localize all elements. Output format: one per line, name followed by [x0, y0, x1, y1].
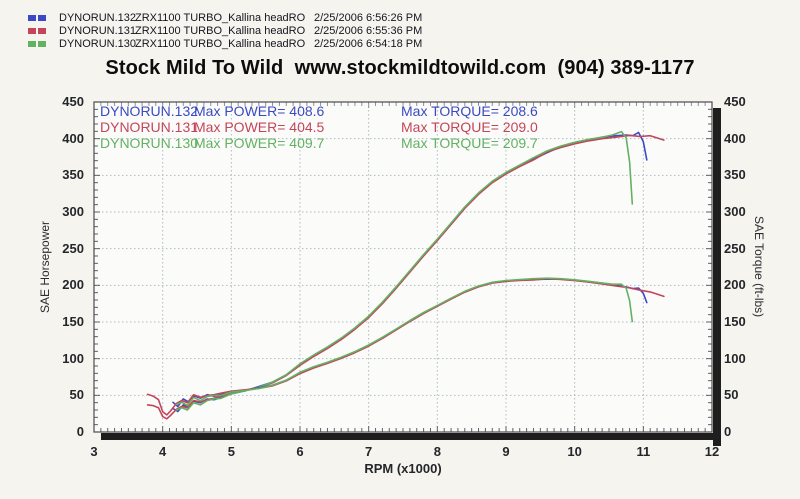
run-color-swatch-icon [28, 40, 48, 47]
x-tick-label: 9 [502, 444, 510, 459]
y-left-tick-label: 400 [62, 130, 84, 146]
chart-legend-row: DYNORUN.130 Max POWER= 409.7 Max TORQUE= 2… [100, 135, 580, 151]
y-left-tick-label: 150 [62, 314, 84, 329]
legend-max-power: Max POWER= 404.5 [194, 119, 325, 135]
run-model: ZRX1100 TURBO_Kallina headRO [135, 11, 306, 24]
run-model: ZRX1100 TURBO_Kallina headRO [135, 24, 306, 37]
run-name: DYNORUN.131 [59, 24, 137, 37]
run-model: ZRX1100 TURBO_Kallina headRO [135, 37, 306, 50]
x-tick-label: 3 [90, 444, 98, 459]
y-left-tick-label: 50 [69, 387, 84, 403]
legend-max-torque: Max TORQUE= 208.6 [401, 103, 538, 119]
legend-max-power: Max POWER= 408.6 [194, 103, 325, 119]
dyno-run-row: DYNORUN.131 ZRX1100 TURBO_Kallina headRO 2… [28, 24, 422, 37]
y-right-tick-label: 250 [724, 240, 746, 256]
y-right-tick-label: 350 [724, 167, 746, 183]
series-dynorun-130-horsepower [175, 130, 634, 411]
page-title: Stock Mild To Wild www.stockmildtowild.c… [105, 57, 695, 79]
y-right-tick-label: 100 [724, 350, 746, 366]
x-tick-label: 4 [159, 444, 167, 459]
chart-legend-row: DYNORUN.132 Max POWER= 408.6 Max TORQUE= 2… [100, 103, 580, 119]
x-tick-label: 11 [636, 444, 651, 459]
legend-max-torque: Max TORQUE= 209.7 [401, 135, 538, 151]
x-tick-label: 7 [365, 444, 373, 459]
y-left-tick-label: 250 [62, 240, 84, 256]
chart-legend-row: DYNORUN.131 Max POWER= 404.5 Max TORQUE= 2… [100, 119, 580, 135]
y-right-tick-label: 0 [724, 424, 732, 439]
legend-run-name: DYNORUN.131 [100, 119, 199, 135]
series-dynorun-130-torque [175, 277, 634, 407]
dyno-run-row: DYNORUN.132 ZRX1100 TURBO_Kallina headRO 2… [28, 11, 422, 24]
plot-area [94, 102, 712, 432]
plot-shadow-right [713, 108, 721, 446]
x-tick-label: 5 [227, 444, 235, 459]
plot-shadow-bottom [101, 433, 721, 440]
x-axis-title: RPM (x1000) [364, 461, 442, 476]
y-right-tick-label: 150 [724, 314, 746, 329]
x-tick-label: 12 [704, 444, 720, 459]
legend-max-torque: Max TORQUE= 209.0 [401, 119, 538, 135]
legend-run-name: DYNORUN.132 [100, 103, 199, 119]
run-time: 2/25/2006 6:55:36 PM [314, 24, 423, 37]
right-axis-title: SAE Torque (ft-lbs) [752, 216, 766, 318]
x-tick-label: 10 [567, 444, 582, 459]
dyno-run-row: DYNORUN.130 ZRX1100 TURBO_Kallina headRO 2… [28, 37, 422, 50]
run-name: DYNORUN.130 [59, 37, 137, 50]
y-left-tick-label: 100 [62, 350, 84, 366]
y-right-tick-label: 400 [724, 130, 746, 146]
run-legend: DYNORUN.132 ZRX1100 TURBO_Kallina headRO 2… [28, 11, 422, 50]
y-left-tick-label: 300 [62, 204, 84, 219]
legend-max-power: Max POWER= 409.7 [194, 135, 325, 151]
y-right-tick-label: 300 [724, 204, 746, 219]
run-color-swatch-icon [28, 27, 48, 34]
series-dynorun-131-horsepower [146, 134, 665, 420]
run-name: DYNORUN.132 [59, 11, 137, 24]
run-color-swatch-icon [28, 14, 48, 21]
y-left-tick-label: 200 [62, 277, 84, 293]
legend-run-name: DYNORUN.130 [100, 135, 199, 151]
x-tick-label: 6 [296, 444, 304, 459]
y-right-tick-label: 450 [724, 94, 746, 109]
plot-border [93, 101, 713, 433]
left-axis-title: SAE Horsepower [38, 220, 52, 314]
run-time: 2/25/2006 6:54:18 PM [314, 37, 423, 50]
y-left-tick-label: 0 [76, 424, 84, 439]
y-right-tick-label: 50 [724, 387, 739, 403]
run-time: 2/25/2006 6:56:26 PM [314, 11, 423, 24]
y-left-tick-label: 350 [62, 167, 84, 183]
chart-legend: DYNORUN.132 Max POWER= 408.6 Max TORQUE= 2… [100, 103, 580, 151]
y-left-tick-label: 450 [62, 94, 84, 109]
x-tick-label: 8 [433, 444, 441, 459]
y-right-tick-label: 200 [724, 277, 746, 293]
